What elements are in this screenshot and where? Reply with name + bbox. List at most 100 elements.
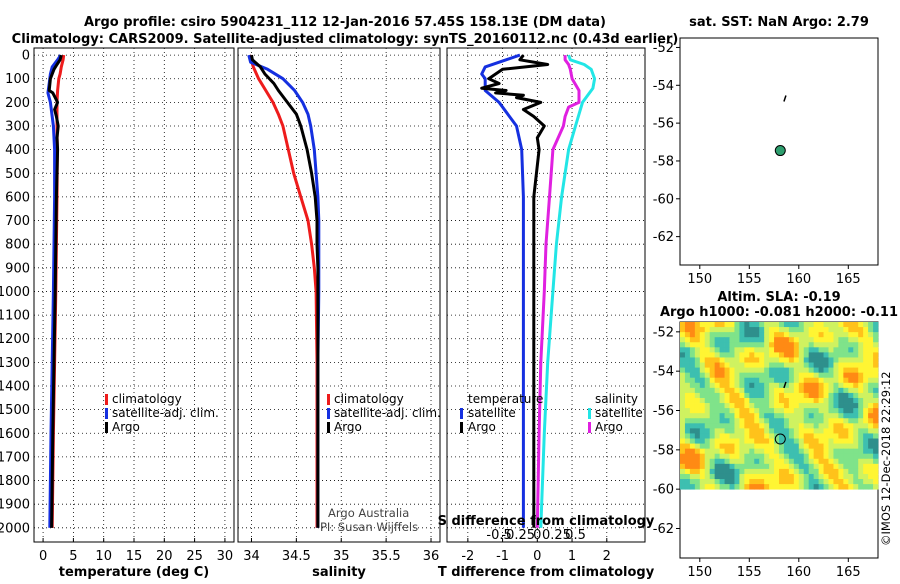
sla-cell bbox=[848, 347, 854, 353]
sla-cell bbox=[833, 327, 839, 333]
sla-cell bbox=[759, 468, 765, 475]
sla-cell bbox=[754, 342, 760, 348]
sla-cell bbox=[813, 438, 819, 444]
sla-cell bbox=[684, 468, 691, 475]
sla-cell bbox=[754, 453, 760, 460]
sla-cell bbox=[873, 337, 879, 343]
sla-cell bbox=[823, 387, 829, 394]
sla-cell bbox=[774, 342, 780, 348]
sla-cell bbox=[843, 322, 849, 328]
sla-cell bbox=[719, 382, 725, 389]
sla-cell bbox=[749, 438, 755, 444]
sla-cell bbox=[868, 468, 874, 475]
sla-cell bbox=[714, 352, 720, 358]
sla-cell bbox=[838, 413, 844, 419]
sla-cell bbox=[798, 484, 805, 490]
sla-cell bbox=[729, 484, 735, 490]
sla-cell bbox=[843, 443, 849, 450]
sla-cell bbox=[754, 479, 760, 485]
sla-cell bbox=[793, 332, 800, 338]
sla-cell bbox=[788, 403, 795, 409]
sla-cell bbox=[704, 463, 711, 470]
sla-cell bbox=[848, 418, 854, 424]
x-tick-label: 34 bbox=[243, 549, 260, 564]
sla-cell bbox=[719, 458, 725, 465]
sla-cell bbox=[803, 479, 810, 485]
sla-cell bbox=[714, 322, 720, 328]
sla-cell bbox=[798, 352, 805, 358]
sla-cell bbox=[863, 367, 869, 374]
sla-cell bbox=[808, 448, 815, 455]
sla-cell bbox=[719, 484, 725, 490]
sla-cell bbox=[734, 428, 740, 434]
sla-cell bbox=[744, 372, 750, 379]
sla-cell bbox=[843, 453, 849, 460]
sla-cell bbox=[764, 484, 770, 490]
sla-cell bbox=[764, 362, 770, 368]
sla-cell bbox=[694, 428, 701, 434]
sla-cell bbox=[828, 377, 834, 384]
sla-cell bbox=[759, 382, 765, 389]
sla-cell bbox=[774, 403, 780, 409]
sla-cell bbox=[709, 392, 716, 399]
sla-cell bbox=[734, 468, 740, 475]
series-line-satellite-adj-clim- bbox=[46, 54, 62, 528]
sla-cell bbox=[759, 448, 765, 455]
sla-cell bbox=[808, 392, 815, 399]
sla-cell bbox=[843, 484, 849, 490]
sla-cell bbox=[684, 458, 691, 465]
sla-cell bbox=[704, 352, 711, 358]
sla-cell bbox=[699, 433, 706, 439]
sla-cell bbox=[858, 392, 864, 399]
sla-cell bbox=[754, 382, 760, 389]
sla-cell bbox=[704, 347, 711, 353]
sla-cell bbox=[863, 484, 869, 490]
sla-cell bbox=[714, 372, 720, 379]
sla-cell bbox=[848, 448, 854, 455]
sla-cell bbox=[843, 367, 849, 374]
sla-cell bbox=[803, 387, 810, 394]
sla-cell bbox=[689, 362, 696, 368]
sla-cell bbox=[769, 332, 775, 338]
sla-cell bbox=[774, 484, 780, 490]
sla-cell bbox=[853, 377, 859, 384]
sla-cell bbox=[788, 484, 795, 490]
sla-cell bbox=[828, 433, 834, 439]
sla-cell bbox=[868, 403, 874, 409]
sla-cell bbox=[853, 347, 859, 353]
sla-cell bbox=[699, 387, 706, 394]
sla-cell bbox=[808, 327, 815, 333]
sla-cell bbox=[858, 468, 864, 475]
sla-cell bbox=[709, 413, 716, 419]
sla-cell bbox=[863, 342, 869, 348]
sla-cell bbox=[793, 468, 800, 475]
sla-cell bbox=[833, 372, 839, 379]
sla-cell bbox=[808, 357, 815, 363]
sla-cell bbox=[828, 473, 834, 480]
sla-cell bbox=[843, 387, 849, 394]
sla-cell bbox=[694, 372, 701, 379]
sla-cell bbox=[803, 327, 810, 333]
sla-cell bbox=[684, 387, 691, 394]
sla-cell bbox=[868, 332, 874, 338]
sla-cell bbox=[788, 372, 795, 379]
sla-cell bbox=[818, 448, 824, 455]
sla-cell bbox=[684, 418, 691, 424]
sla-cell bbox=[684, 397, 691, 404]
sla-cell bbox=[828, 458, 834, 465]
sla-cell bbox=[793, 443, 800, 450]
sla-cell bbox=[749, 377, 755, 384]
salinity-x-axis: 34 34.5 35 35.5 36 bbox=[243, 538, 439, 564]
sla-cell bbox=[699, 372, 706, 379]
sla-cell bbox=[749, 337, 755, 343]
sla-cell bbox=[873, 423, 879, 429]
sla-cell bbox=[694, 423, 701, 429]
figure-title-line2: Climatology: CARS2009. Satellite-adjuste… bbox=[12, 32, 679, 47]
sla-cell bbox=[808, 413, 815, 419]
sla-cell bbox=[714, 423, 720, 429]
sla-cell bbox=[709, 377, 716, 384]
sla-cell bbox=[788, 362, 795, 368]
sla-cell bbox=[818, 418, 824, 424]
sla-cell bbox=[788, 423, 795, 429]
sla-cell bbox=[838, 479, 844, 485]
